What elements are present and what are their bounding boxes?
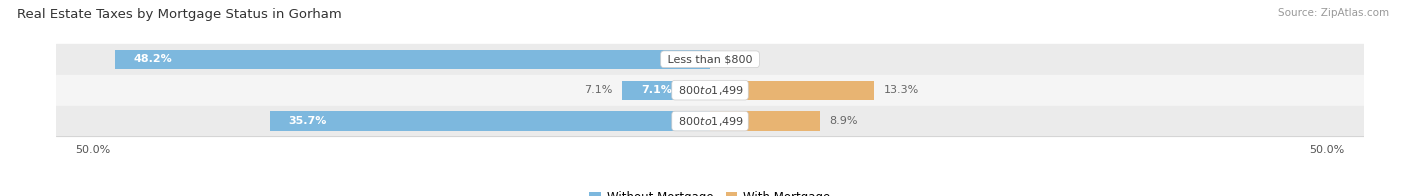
Bar xyxy=(56,75,1364,106)
Bar xyxy=(710,112,820,131)
Text: 8.9%: 8.9% xyxy=(830,116,858,126)
Text: $800 to $1,499: $800 to $1,499 xyxy=(675,84,745,97)
Text: 48.2%: 48.2% xyxy=(134,54,173,64)
Text: Less than $800: Less than $800 xyxy=(664,54,756,64)
Text: Real Estate Taxes by Mortgage Status in Gorham: Real Estate Taxes by Mortgage Status in … xyxy=(17,8,342,21)
Text: Source: ZipAtlas.com: Source: ZipAtlas.com xyxy=(1278,8,1389,18)
Text: 7.1%: 7.1% xyxy=(641,85,672,95)
Bar xyxy=(56,106,1364,136)
Bar xyxy=(56,44,1364,75)
Bar xyxy=(115,50,710,69)
Legend: Without Mortgage, With Mortgage: Without Mortgage, With Mortgage xyxy=(585,186,835,196)
Bar xyxy=(710,81,875,100)
Bar xyxy=(270,112,710,131)
Bar xyxy=(623,81,710,100)
Text: $800 to $1,499: $800 to $1,499 xyxy=(675,114,745,128)
Text: 7.1%: 7.1% xyxy=(585,85,613,95)
Text: 35.7%: 35.7% xyxy=(288,116,326,126)
Text: 0.0%: 0.0% xyxy=(720,54,748,64)
Text: 13.3%: 13.3% xyxy=(884,85,920,95)
